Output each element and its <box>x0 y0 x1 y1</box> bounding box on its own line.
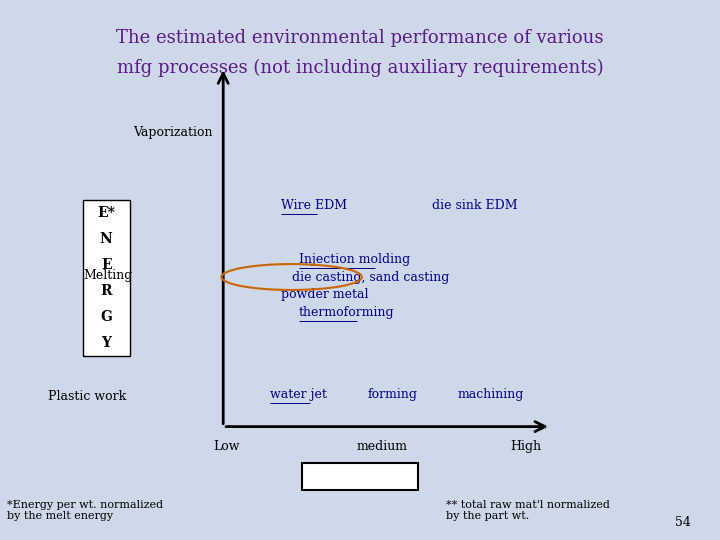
Text: medium: medium <box>356 440 407 453</box>
Text: *Energy per wt. normalized
by the melt energy: *Energy per wt. normalized by the melt e… <box>7 500 163 521</box>
Text: thermoforming: thermoforming <box>299 306 395 319</box>
Text: forming: forming <box>367 388 417 401</box>
Text: E*: E* <box>97 206 115 220</box>
Text: High: High <box>510 440 541 453</box>
Text: WASTE**: WASTE** <box>321 467 399 481</box>
Text: die sink EDM: die sink EDM <box>432 199 518 212</box>
Text: die casting, sand casting: die casting, sand casting <box>292 271 449 284</box>
FancyBboxPatch shape <box>83 200 130 356</box>
Text: The estimated environmental performance of various: The estimated environmental performance … <box>116 29 604 47</box>
Text: Injection molding: Injection molding <box>299 253 410 266</box>
Text: G: G <box>100 310 112 324</box>
Text: R: R <box>101 284 112 298</box>
Text: Wire EDM: Wire EDM <box>281 199 347 212</box>
Text: Melting: Melting <box>84 269 133 282</box>
FancyBboxPatch shape <box>302 463 418 490</box>
Text: Low: Low <box>214 440 240 453</box>
Text: Vaporization: Vaporization <box>133 126 212 139</box>
Text: N: N <box>100 232 112 246</box>
Text: machining: machining <box>457 388 523 401</box>
Text: mfg processes (not including auxiliary requirements): mfg processes (not including auxiliary r… <box>117 58 603 77</box>
Text: 54: 54 <box>675 516 691 529</box>
Text: E: E <box>101 258 112 272</box>
Text: powder metal: powder metal <box>281 288 369 301</box>
Text: Plastic work: Plastic work <box>48 390 126 403</box>
Text: water jet: water jet <box>270 388 327 401</box>
Text: ** total raw mat'l normalized
by the part wt.: ** total raw mat'l normalized by the par… <box>446 500 611 521</box>
Text: Y: Y <box>102 336 111 350</box>
